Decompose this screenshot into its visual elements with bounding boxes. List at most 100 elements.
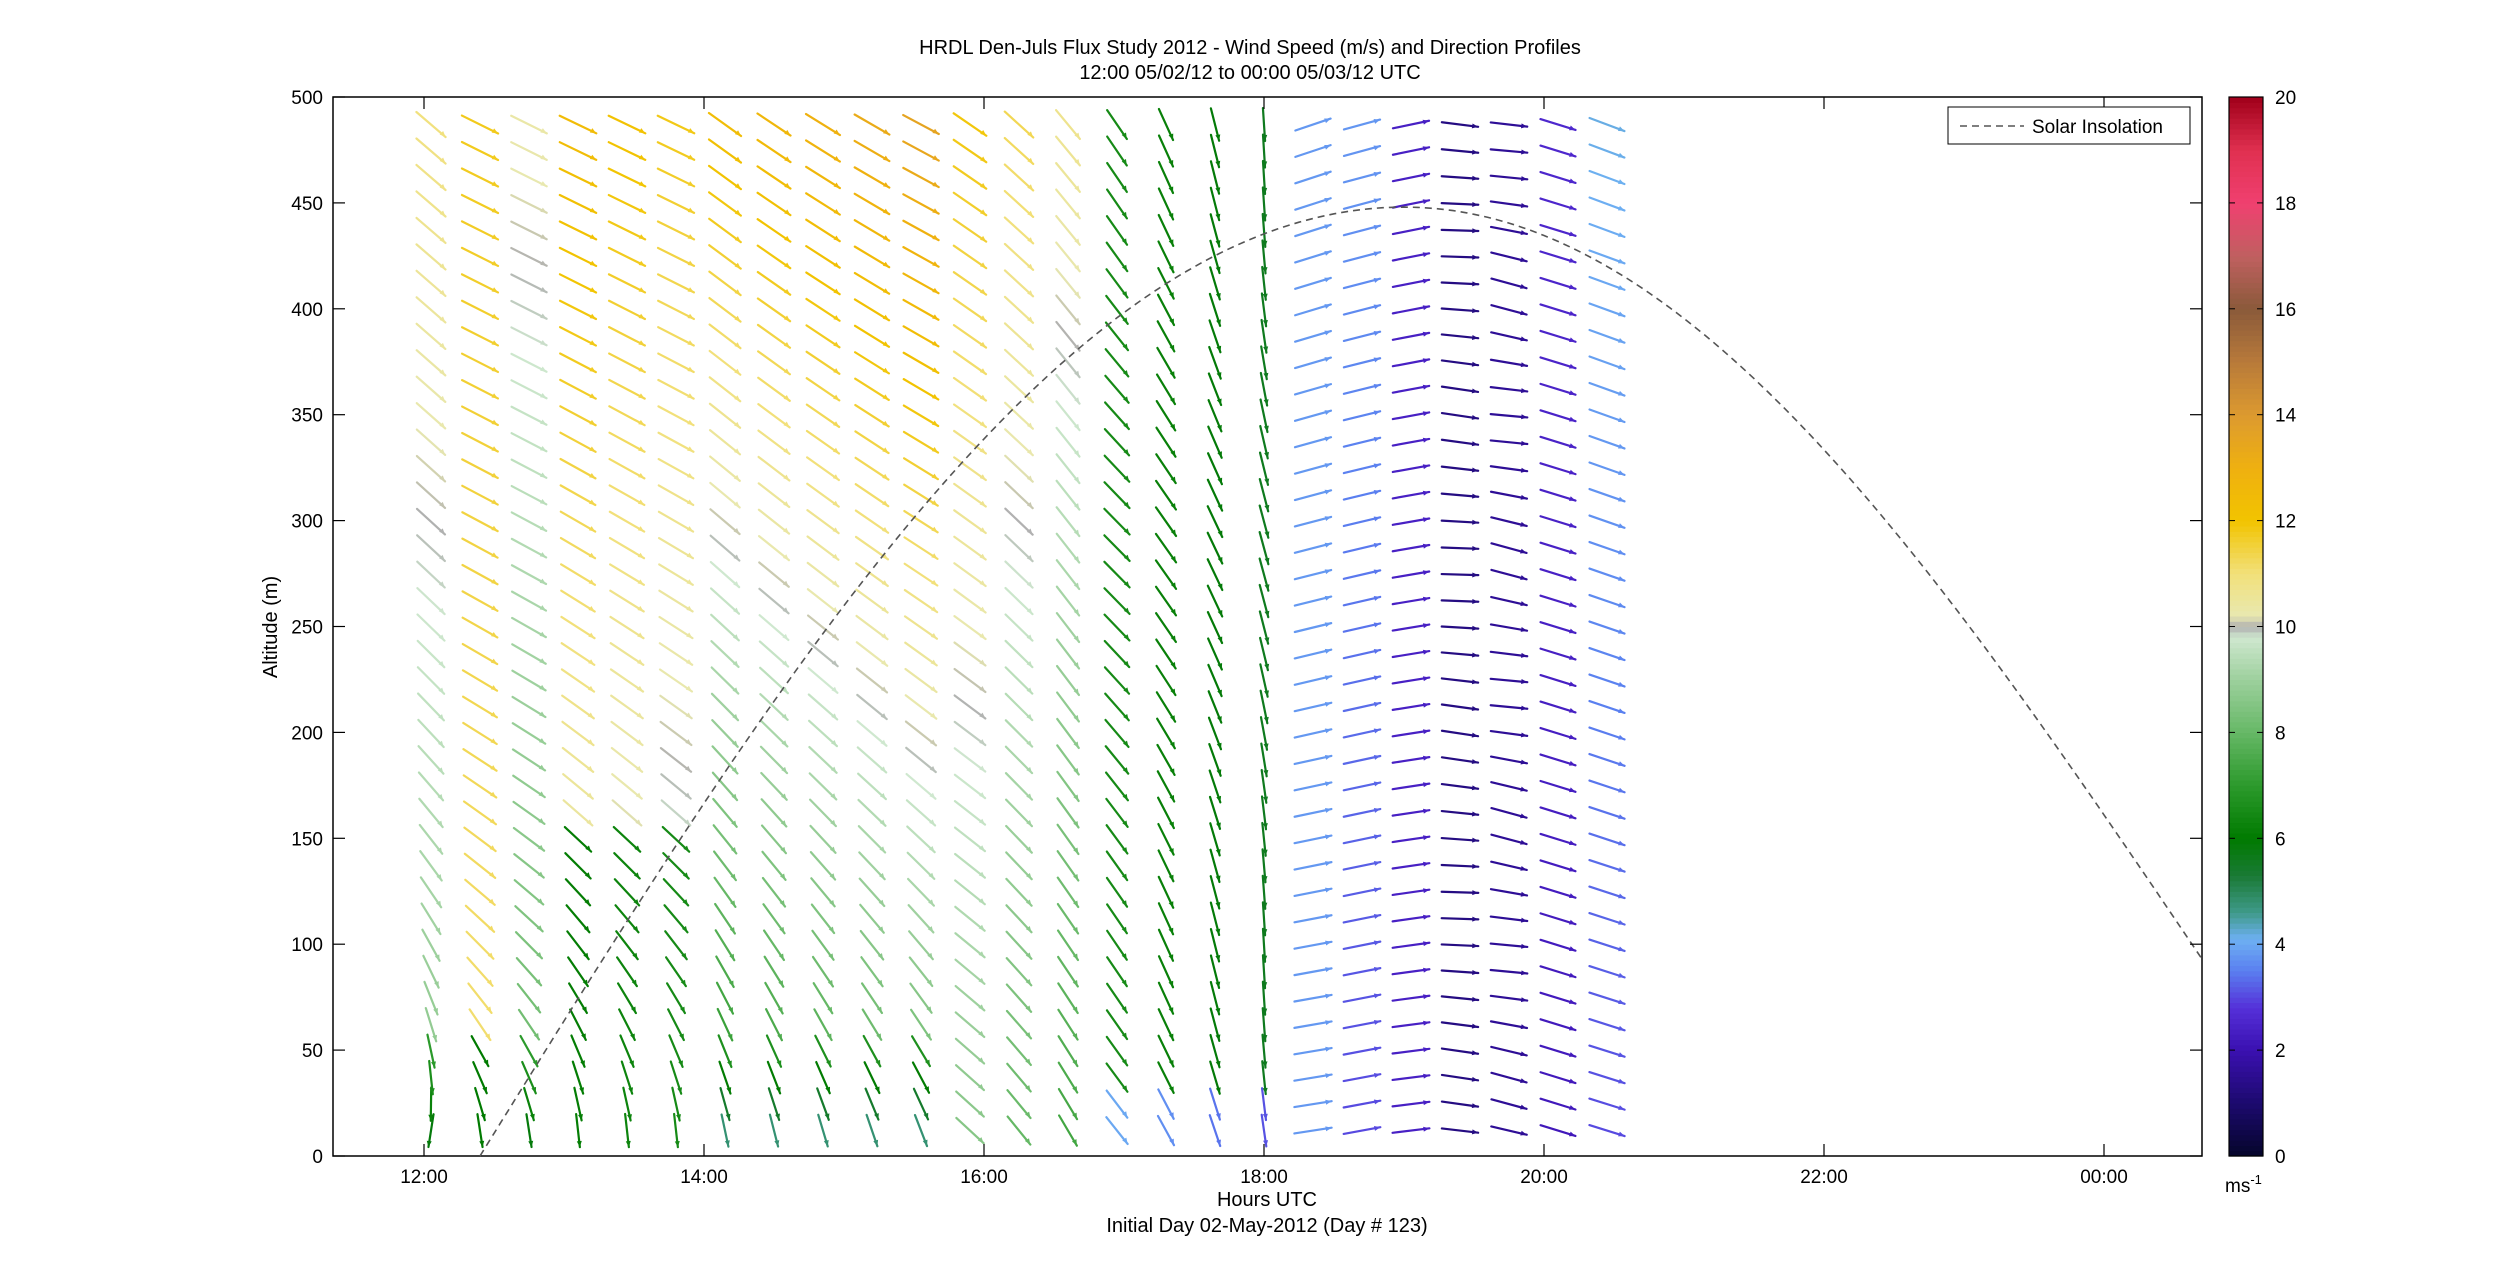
wind-arrow-head <box>437 767 444 774</box>
wind-arrow-head <box>978 818 986 825</box>
wind-arrow <box>1342 754 1382 765</box>
colorbar-band <box>2229 377 2263 384</box>
wind-arrow <box>463 852 497 880</box>
wind-arrow-head <box>686 605 693 612</box>
wind-arrow-head <box>879 793 886 800</box>
wind-arrow <box>461 537 499 559</box>
wind-arrow-head <box>1520 362 1528 368</box>
colorbar-band <box>2229 197 2263 204</box>
wind-arrow-head <box>1263 716 1269 724</box>
wind-arrow-head <box>832 500 839 507</box>
wind-arrow-head <box>1262 823 1268 830</box>
wind-arrow-head <box>539 472 547 478</box>
wind-arrow <box>1440 465 1480 472</box>
wind-arrow <box>806 561 840 588</box>
wind-arrow <box>1003 322 1035 351</box>
wind-arrow-head <box>1262 161 1268 168</box>
colorbar-band <box>2229 1018 2263 1025</box>
wind-arrow-head <box>1471 759 1479 765</box>
wind-arrow-head <box>1520 1078 1527 1083</box>
wind-arrow-head <box>877 953 884 960</box>
wind-arrow <box>464 878 496 906</box>
chart-subtitle: 12:00 05/02/12 to 00:00 05/03/12 UTC <box>1079 62 1420 84</box>
wind-arrow <box>607 273 647 294</box>
colorbar-band <box>2229 271 2263 278</box>
wind-arrow-head <box>830 819 836 827</box>
wind-arrow <box>510 590 548 612</box>
wind-arrow-head <box>1373 1020 1381 1025</box>
colorbar-band <box>2229 647 2263 654</box>
wind-arrow-head <box>1168 1060 1174 1067</box>
wind-arrow <box>1440 385 1480 394</box>
colorbar-band <box>2229 446 2263 453</box>
wind-arrow <box>416 587 446 616</box>
wind-arrow <box>461 695 499 719</box>
colorbar-band <box>2229 239 2263 246</box>
wind-arrow <box>1588 249 1626 265</box>
wind-arrow <box>1539 1124 1577 1138</box>
wind-arrow-head <box>878 899 885 906</box>
colorbar-band <box>2229 848 2263 855</box>
wind-arrow-head <box>929 739 937 746</box>
wind-arrow <box>807 614 839 641</box>
wind-arrow-head <box>1027 316 1034 323</box>
wind-arrow-head <box>733 474 740 481</box>
wind-arrow <box>658 668 694 693</box>
wind-arrow-head <box>1170 688 1176 696</box>
wind-arrow-head <box>1216 822 1221 829</box>
wind-arrow-head <box>531 1086 537 1094</box>
wind-arrow <box>756 165 792 190</box>
wind-arrow-head <box>540 287 547 293</box>
wind-arrow <box>608 352 646 374</box>
wind-arrow-head <box>931 473 938 480</box>
wind-arrow-head <box>490 658 498 665</box>
wind-arrow <box>953 773 987 800</box>
wind-arrow-head <box>540 393 547 399</box>
wind-arrow-head <box>780 820 787 827</box>
wind-arrow-head <box>980 156 987 163</box>
wind-arrow-head <box>1373 1073 1381 1078</box>
wind-arrow-head <box>1373 119 1381 124</box>
wind-arrow <box>1055 373 1081 405</box>
wind-arrow-head <box>1568 602 1576 607</box>
wind-arrow-head <box>1422 808 1430 814</box>
wind-arrow-head <box>638 287 646 293</box>
wind-arrow-head <box>1422 517 1430 523</box>
wind-arrow <box>461 431 499 453</box>
wind-arrow-head <box>491 366 498 372</box>
wind-arrow-head <box>491 313 498 319</box>
wind-arrow-head <box>733 501 740 508</box>
wind-arrow <box>1539 700 1577 714</box>
wind-arrow <box>656 114 696 135</box>
wind-arrow <box>756 112 792 137</box>
wind-arrow-head <box>1073 874 1079 881</box>
wind-arrow <box>1440 1127 1480 1134</box>
wind-arrow <box>418 823 444 855</box>
wind-arrow-head <box>1123 581 1130 588</box>
wind-arrow-head <box>1422 172 1430 178</box>
wind-arrow-head <box>439 369 446 376</box>
wind-arrow-head <box>1569 416 1576 422</box>
wind-arrow-head <box>685 659 693 665</box>
wind-arrow-head <box>928 899 934 906</box>
wind-arrow-head <box>1216 372 1222 379</box>
wind-arrow <box>1391 862 1431 870</box>
wind-arrow-head <box>540 340 547 346</box>
wind-arrow <box>460 167 500 188</box>
wind-arrow-head <box>1618 629 1625 634</box>
wind-arrow <box>1440 307 1480 313</box>
wind-arrow-head <box>1170 476 1176 484</box>
wind-arrow-head <box>1618 681 1625 687</box>
wind-arrow-head <box>782 580 789 587</box>
wind-arrow-head <box>679 1006 685 1014</box>
wind-arrow-head <box>589 419 596 426</box>
wind-arrow-head <box>1373 728 1381 734</box>
wind-arrow-head <box>1264 610 1270 618</box>
wind-arrow <box>1003 189 1035 218</box>
wind-arrow <box>708 296 742 323</box>
wind-arrow-head <box>1422 358 1430 364</box>
wind-arrow-head <box>1422 464 1430 470</box>
wind-arrow <box>1539 118 1577 132</box>
wind-arrow <box>464 904 496 933</box>
wind-arrow-head <box>687 393 694 399</box>
